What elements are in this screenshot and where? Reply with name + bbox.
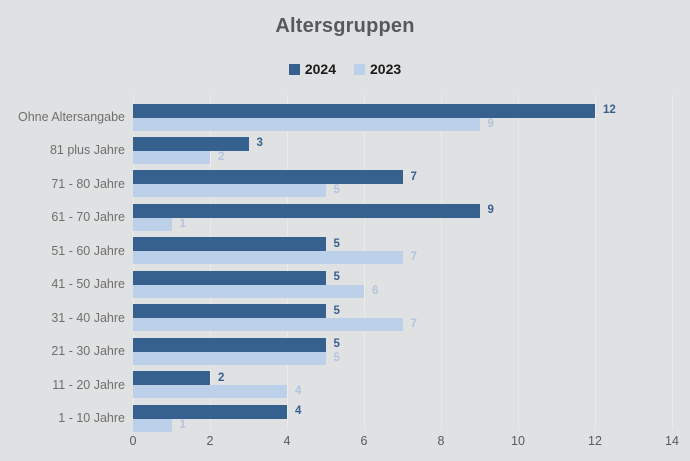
gridline-x-10 [518,95,519,430]
value-label-2024: 5 [333,237,340,250]
category-label: 11 - 20 Jahre [52,377,125,392]
chart-title: Altersgruppen [275,15,415,37]
value-label-2023: 5 [333,184,340,197]
bar-2023 [133,217,172,231]
category-label: 21 - 30 Jahre [51,344,125,359]
x-axis-tick-label: 6 [360,434,368,448]
bar-2023 [133,251,403,265]
value-label-2023: 1 [179,217,186,230]
gridline-x-14 [672,95,673,430]
x-axis-tick-label: 8 [437,434,445,448]
value-label-2023: 4 [295,385,302,398]
bar-2024 [133,337,326,352]
x-axis-tick-label: 12 [588,434,602,448]
bar-2024 [133,371,210,386]
legend-swatch-2023 [354,63,365,75]
x-axis-tick-label: 14 [665,434,679,448]
category-label: 31 - 40 Jahre [51,310,125,325]
bar-2024 [133,103,595,118]
value-label-2024: 2 [218,371,225,384]
category-label: 71 - 80 Jahre [51,176,125,191]
x-axis-tick-label: 2 [206,434,214,448]
category-label: 51 - 60 Jahre [51,243,125,258]
category-label: 81 plus Jahre [49,143,125,158]
bar-2024 [133,170,403,185]
x-axis-tick-label: 10 [511,434,525,448]
bar-2024 [133,304,326,319]
legend-swatch-2024 [288,63,300,75]
value-label-2024: 4 [295,405,302,418]
bar-2023 [133,150,210,164]
bar-2024 [133,203,480,218]
value-label-2023: 7 [410,318,417,331]
gridline-x-12 [595,95,596,430]
value-label-2023: 2 [218,150,225,163]
value-label-2024: 5 [333,271,340,284]
bar-2024 [133,136,249,151]
bar-2023 [133,318,403,332]
bar-2024 [133,237,326,252]
value-label-2024: 5 [333,304,340,317]
category-label: Ohne Altersangabe [17,110,125,124]
value-label-2023: 5 [333,351,340,364]
bar-2023 [133,284,364,298]
value-label-2024: 3 [256,137,263,150]
bar-2024 [133,270,326,285]
category-label: 61 - 70 Jahre [51,210,125,225]
legend-label-2023: 2023 [370,61,402,77]
category-label: 1 - 10 Jahre [58,411,125,426]
value-label-2023: 6 [372,284,379,297]
bar-2023 [133,351,326,365]
legend-item-2023: 2023 [354,61,401,77]
value-label-2024: 12 [603,104,616,116]
bar-2023 [133,184,326,198]
legend-label-2024: 2024 [304,61,336,77]
bar-2024 [133,404,287,419]
bar-2023 [133,418,172,432]
legend-item-2024: 2024 [288,61,336,77]
value-label-2023: 9 [487,117,494,130]
x-axis-tick-label: 4 [283,434,291,448]
value-label-2023: 7 [410,251,417,264]
value-label-2024: 9 [487,204,494,217]
value-label-2024: 7 [410,170,417,183]
value-label-2024: 5 [333,338,340,351]
x-axis-tick-label: 0 [129,434,137,448]
category-label: 41 - 50 Jahre [51,277,125,292]
bar-2023 [133,385,287,399]
bar-2023 [133,117,480,131]
gridline-x-8 [441,95,442,430]
legend: 2024 2023 [0,61,690,77]
value-label-2023: 1 [179,418,186,431]
